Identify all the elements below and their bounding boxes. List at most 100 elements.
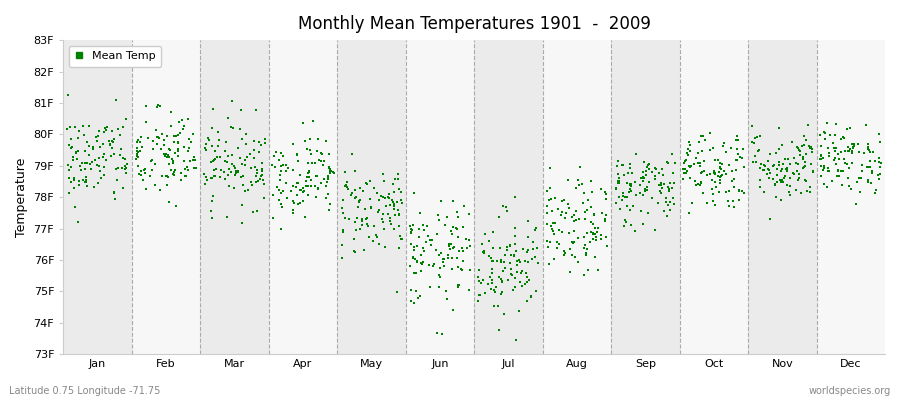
Point	[715, 172, 729, 178]
Point	[285, 207, 300, 213]
Point	[840, 160, 854, 167]
Point	[168, 167, 183, 174]
Point	[150, 134, 165, 140]
Point	[410, 243, 424, 250]
Point	[376, 219, 391, 225]
Point	[508, 337, 523, 343]
Point	[226, 125, 240, 131]
Point	[109, 96, 123, 103]
Point	[584, 203, 598, 210]
Point	[561, 177, 575, 183]
Point	[872, 176, 886, 182]
Point	[159, 173, 174, 179]
Point	[860, 143, 875, 150]
Point	[110, 177, 124, 183]
Point	[583, 238, 598, 245]
Point	[139, 186, 153, 193]
Point	[227, 163, 241, 169]
Point	[833, 149, 848, 155]
Point	[505, 272, 519, 278]
Point	[587, 210, 601, 217]
Point	[762, 170, 777, 176]
Point	[386, 201, 400, 207]
Point	[612, 206, 626, 212]
Point	[765, 162, 779, 169]
Point	[436, 263, 451, 269]
Point	[689, 154, 704, 161]
Point	[204, 175, 219, 182]
Point	[797, 177, 812, 184]
Point	[235, 136, 249, 143]
Point	[766, 176, 780, 182]
Point	[230, 145, 245, 152]
Point	[73, 163, 87, 170]
Point	[327, 170, 341, 176]
Point	[666, 170, 680, 176]
Point	[162, 154, 176, 160]
Point	[446, 198, 460, 204]
Point	[855, 168, 869, 174]
Point	[589, 234, 603, 240]
Point	[572, 216, 586, 222]
Point	[392, 211, 406, 217]
Point	[637, 175, 652, 181]
Point	[557, 252, 572, 259]
Point	[586, 231, 600, 238]
Point	[390, 198, 404, 205]
Point	[338, 168, 353, 175]
Point	[414, 252, 428, 259]
Point	[378, 244, 392, 250]
Point	[347, 187, 362, 194]
Point	[257, 136, 272, 142]
Point	[750, 133, 764, 140]
Point	[593, 232, 608, 238]
Point	[379, 203, 393, 209]
Point	[201, 135, 215, 142]
Point	[862, 164, 877, 171]
Point	[752, 183, 767, 190]
Point	[688, 161, 702, 167]
Point	[132, 171, 147, 177]
Point	[713, 164, 727, 170]
Point	[728, 166, 742, 173]
Point	[91, 180, 105, 186]
Point	[594, 210, 608, 216]
Point	[171, 140, 185, 147]
Point	[88, 134, 103, 140]
Point	[586, 236, 600, 242]
Point	[519, 298, 534, 304]
Point	[625, 170, 639, 176]
Point	[611, 178, 625, 184]
Point	[209, 165, 223, 172]
Point	[225, 98, 239, 104]
Point	[496, 268, 510, 274]
Point	[81, 143, 95, 150]
Point	[552, 241, 566, 247]
Point	[771, 162, 786, 168]
Point	[368, 232, 382, 238]
Point	[119, 116, 133, 122]
Point	[207, 166, 221, 173]
Point	[814, 162, 828, 169]
Point	[353, 226, 367, 232]
Point	[218, 148, 232, 154]
Point	[640, 184, 654, 190]
Point	[715, 160, 729, 167]
Point	[199, 174, 213, 181]
Point	[154, 146, 168, 152]
Point	[844, 148, 859, 155]
Point	[301, 183, 315, 189]
Point	[510, 258, 525, 264]
Point	[518, 258, 532, 264]
Bar	[748, 40, 816, 354]
Point	[524, 293, 538, 299]
Point	[254, 142, 268, 148]
Point	[611, 179, 625, 185]
Point	[382, 195, 397, 201]
Point	[230, 168, 245, 174]
Point	[653, 190, 668, 196]
Point	[813, 132, 827, 138]
Point	[752, 147, 767, 153]
Point	[773, 176, 788, 183]
Point	[65, 144, 79, 150]
